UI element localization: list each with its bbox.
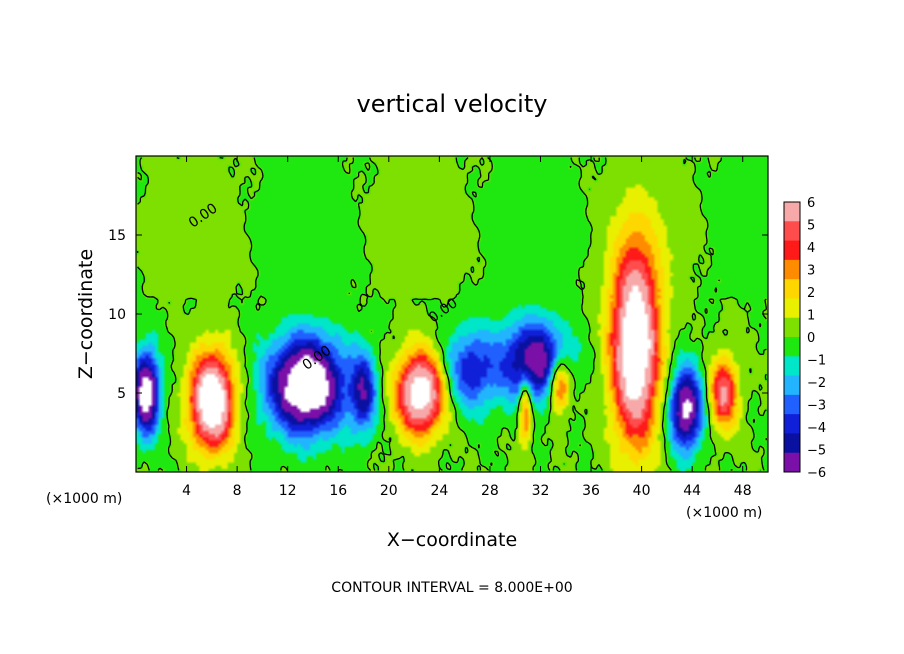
colorbar-label: 6 [807,196,815,211]
plot-area: 0.000.000.000.000.00 [135,155,769,473]
colorbar-swatch [784,375,800,396]
colorbar-label: −6 [807,466,826,481]
colorbar-swatch [784,202,800,222]
colorbar: 6 5 4 3 2 1 0 −1 −2 −3 −4 −5 −6 [783,196,826,481]
y-tick-label: 15 [108,228,126,244]
x-tick-label: 48 [734,483,752,499]
colorbar-label: 1 [807,309,815,324]
colorbar-swatch [784,337,800,357]
x-tick-label: 8 [233,483,242,499]
colorbar-swatch [784,452,800,473]
colorbar-label: 0 [807,331,815,346]
colorbar-swatch [784,394,800,415]
colorbar-swatch [784,414,800,434]
colorbar-label: −5 [807,444,826,459]
colorbar-swatch [784,298,800,319]
x-tick-label: 40 [633,483,651,499]
y-axis-label: Z−coordinate [75,249,97,379]
colorbar-swatch [784,240,800,261]
y-tick-label: 5 [117,386,126,402]
colorbar-swatch [784,356,800,377]
colorbar-label: 4 [807,241,815,256]
x-tick-label: 44 [683,483,701,499]
colorbar-swatch [784,433,800,454]
contour-interval-note: CONTOUR INTERVAL = 8.000E+00 [331,580,572,596]
x-tick-label: 12 [279,483,297,499]
colorbar-label: 5 [807,219,815,234]
colorbar-swatch [784,259,800,280]
y-tick-label: 10 [108,307,126,323]
x-tick-label: 4 [182,483,191,499]
y-axis: 5 10 15 [108,228,768,402]
x-tick-label: 24 [430,483,448,499]
x-axis-label: X−coordinate [387,529,517,551]
y-unit-label: (×1000 m) [46,491,122,507]
colorbar-label: 3 [807,264,815,279]
x-tick-label: 16 [329,483,347,499]
x-tick-label: 20 [380,483,398,499]
colorbar-frame [783,201,801,473]
colorbar-label: −1 [807,354,826,369]
colorbar-swatch [784,279,800,299]
colorbar-swatch [784,221,800,242]
zero-contour-line [136,156,768,472]
x-unit-label: (×1000 m) [686,505,762,521]
chart-title: vertical velocity [357,90,548,118]
x-tick-label: 32 [532,483,550,499]
x-tick-label: 36 [582,483,600,499]
colorbar-label: −4 [807,421,826,436]
colorbar-label: −2 [807,376,826,391]
x-tick-label: 28 [481,483,499,499]
x-axis: 4 8 12 16 20 24 28 32 36 40 44 48 [182,156,752,499]
colorbar-label: −3 [807,399,826,414]
colorbar-label: 2 [807,286,815,301]
colorbar-swatch [784,317,800,338]
